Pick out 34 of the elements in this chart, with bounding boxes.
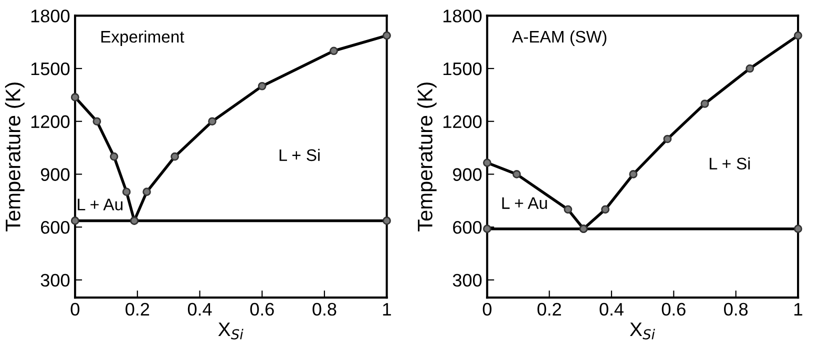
x-tick-label: 0.2 — [126, 302, 150, 316]
x-tick-label: 0.4 — [188, 302, 212, 316]
y-tick-label: 600 — [453, 221, 482, 234]
annotation: L + Au — [502, 197, 547, 209]
annotation: L + Au — [78, 198, 122, 210]
y-tick-label: 900 — [453, 168, 482, 181]
y-tick-label: 1500 — [31, 62, 70, 76]
y-tick-label: 300 — [452, 274, 482, 287]
x-tick-label: 0.6 — [250, 302, 274, 316]
y-tick-label: 1200 — [444, 115, 482, 128]
y-tick-label: 1500 — [444, 62, 482, 76]
x-tick-label: 0.6 — [662, 302, 686, 316]
text: A-EAM (SW) — [512, 30, 606, 46]
y-axis-title: Temperature (K) — [5, 82, 24, 232]
x-tick-label: 0.2 — [537, 302, 561, 316]
x-tick-label: 1 — [383, 303, 391, 316]
y-tick-label: 1200 — [31, 115, 70, 128]
y-axis-title: Temperature (K) — [417, 82, 437, 232]
y-tick-label: 1800 — [31, 10, 70, 22]
y-tick-label: 300 — [40, 274, 70, 287]
x-axis-title: X$_{Si}$ — [218, 322, 244, 340]
y-tick-label: 600 — [41, 221, 70, 234]
x-tick-label: 0.4 — [600, 302, 624, 316]
x-axis-title: X$_{Si}$ — [630, 322, 655, 340]
x-tick-label: 0.8 — [312, 302, 336, 316]
y-tick-label: 900 — [40, 168, 70, 181]
text: Experiment — [101, 30, 184, 46]
annotation: L + Si — [710, 157, 750, 170]
y-tick-label: 1800 — [444, 10, 482, 22]
x-tick-label: 0.8 — [724, 302, 748, 316]
x-tick-label: 1 — [794, 303, 802, 316]
x-tick-label: 0 — [70, 302, 80, 316]
annotation: L + Si — [280, 148, 320, 162]
x-tick-label: 0 — [482, 302, 492, 316]
